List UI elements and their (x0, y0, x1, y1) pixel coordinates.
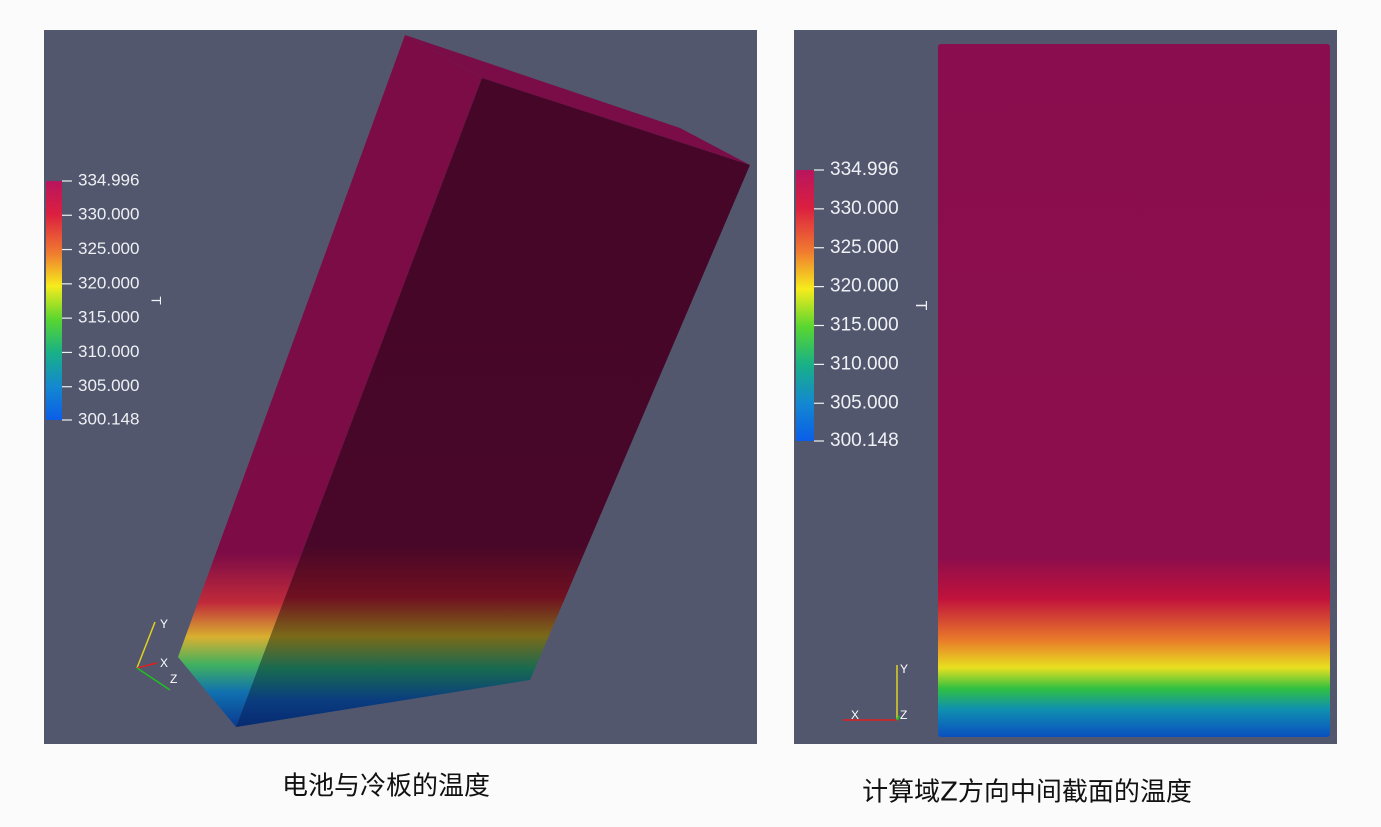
colorbar-tick-label: 334.996 (78, 170, 139, 189)
colorbar (796, 170, 814, 441)
colorbar-tick-label: 330.000 (830, 198, 899, 219)
caption: 计算域Z方向中间截面的温度 (862, 778, 1192, 808)
axis-z (896, 715, 900, 721)
axis-label: X (160, 656, 168, 670)
colorbar-tick-label: 325.000 (78, 239, 139, 258)
axis-label: Y (900, 662, 908, 676)
colorbar-tick-label: 305.000 (830, 392, 899, 413)
axis-label: X (851, 708, 859, 722)
colorbar (46, 181, 62, 420)
box-front-face (236, 78, 750, 727)
colorbar-tick-label: 320.000 (830, 276, 899, 297)
axes-triad: Y X Z (843, 662, 908, 722)
colorbar-tick-label: 320.000 (78, 273, 139, 292)
colorbar-tick-label: 300.148 (830, 430, 899, 451)
axis-label: Z (170, 672, 177, 686)
axis-x (136, 662, 158, 669)
axes-triad: Y X Z (136, 617, 177, 691)
colorbar-tick-label: 330.000 (78, 205, 139, 224)
axis-label: Y (160, 617, 168, 631)
slice-surface (938, 44, 1330, 737)
colorbar-tick-label: 315.000 (78, 308, 139, 327)
colorbar-tick-label: 325.000 (830, 237, 899, 258)
box-top-face (405, 35, 750, 165)
axis-label: Z (900, 708, 907, 722)
axis-z (136, 667, 171, 691)
caption: 电池与冷板的温度 (282, 772, 490, 802)
colorbar-title: T (912, 301, 929, 311)
box-left-face (178, 35, 482, 727)
colorbar-title: T (148, 296, 164, 305)
colorbar-tick-label: 300.148 (78, 409, 139, 428)
colorbar-tick-label: 310.000 (830, 353, 899, 374)
colorbar-tick-label: 305.000 (78, 376, 139, 395)
colorbar-tick-label: 310.000 (78, 342, 139, 361)
colorbar-tick-label: 315.000 (830, 315, 899, 336)
colorbar-tick-label: 334.996 (830, 159, 899, 180)
axis-y (136, 621, 156, 669)
